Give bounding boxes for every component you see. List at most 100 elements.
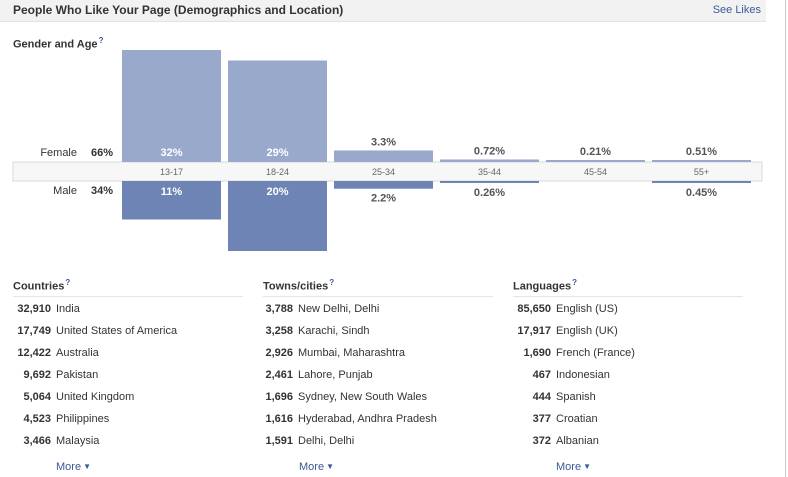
item-count: 1,591	[265, 435, 293, 447]
male-total: 34%	[91, 185, 113, 197]
item-name: Croatian	[556, 413, 598, 425]
item-count: 2,461	[265, 369, 293, 381]
gender-age-chart: Female 66% Male 34% 13-17 18-24 25-34 35-44 45…	[12, 50, 763, 251]
female-label-55+: 0.51%	[686, 146, 717, 158]
list-item: 5,064 United Kingdom	[13, 388, 243, 410]
male-bar-35-44	[440, 181, 539, 183]
female-row-label: Female	[40, 147, 77, 159]
item-count: 17,917	[517, 325, 551, 337]
cities-more-label: More	[299, 461, 325, 473]
item-name: Karachi, Sindh	[298, 325, 370, 337]
item-name: Hyderabad, Andhra Pradesh	[298, 413, 437, 425]
item-count: 377	[532, 413, 551, 425]
female-row-labels: Female 66%	[40, 147, 113, 159]
item-name: English (US)	[556, 303, 618, 315]
age-tick-45-54: 45-54	[584, 167, 607, 177]
gender-age-help-icon[interactable]: ?	[98, 36, 104, 45]
list-item: 1,616 Hyderabad, Andhra Pradesh	[263, 410, 493, 432]
countries-divider	[13, 296, 243, 297]
languages-list: 85,650 English (US) 17,917 English (UK) 1,69…	[513, 300, 743, 454]
item-count: 32,910	[17, 303, 51, 315]
item-count: 17,749	[17, 325, 51, 337]
list-item: 3,788 New Delhi, Delhi	[263, 300, 493, 322]
item-count: 1,696	[265, 391, 293, 403]
cities-title: Towns/cities?	[263, 278, 334, 293]
panel-title: People Who Like Your Page (Demographics …	[13, 3, 344, 17]
item-count: 444	[532, 391, 551, 403]
countries-help-icon[interactable]: ?	[65, 278, 71, 287]
item-name: French (France)	[556, 347, 635, 359]
item-count: 12,422	[17, 347, 51, 359]
female-bar-25-34	[334, 150, 433, 162]
cities-help-icon[interactable]: ?	[329, 278, 335, 287]
item-name: Australia	[56, 347, 99, 359]
item-count: 1,690	[523, 347, 551, 359]
countries-more-button[interactable]: More ▼	[56, 461, 91, 473]
countries-more-label: More	[56, 461, 82, 473]
item-name: English (UK)	[556, 325, 618, 337]
list-item: 1,690 French (France)	[513, 344, 743, 366]
item-name: New Delhi, Delhi	[298, 303, 380, 315]
languages-help-icon[interactable]: ?	[572, 278, 577, 287]
age-tick-35-44: 35-44	[478, 167, 501, 177]
chart-bars	[122, 50, 751, 251]
female-label-45-54: 0.21%	[580, 146, 611, 158]
male-bar-55+	[652, 181, 751, 183]
male-bar-18-24	[228, 181, 327, 251]
cities-divider	[263, 296, 493, 297]
female-label-35-44: 0.72%	[474, 145, 505, 157]
female-label-18-24: 29%	[266, 147, 288, 159]
item-count: 4,523	[23, 413, 51, 425]
languages-divider	[513, 296, 743, 297]
item-name: Pakistan	[56, 369, 99, 381]
item-name: India	[56, 303, 80, 315]
item-count: 3,788	[265, 303, 293, 315]
female-bar-13-17	[122, 50, 221, 162]
list-item: 32,910 India	[13, 300, 243, 322]
gender-age-title: Gender and Age?	[13, 36, 103, 51]
item-name: Sydney, New South Wales	[298, 391, 428, 403]
list-item: 17,749 United States of America	[13, 322, 243, 344]
male-label-55+: 0.45%	[686, 187, 717, 199]
item-name: Philippines	[56, 413, 110, 425]
item-count: 9,692	[23, 369, 51, 381]
cities-title-text: Towns/cities	[263, 280, 329, 293]
see-likes-link[interactable]: See Likes	[712, 4, 761, 16]
male-label-18-24: 20%	[266, 186, 288, 198]
item-count: 1,616	[265, 413, 293, 425]
female-bar-45-54	[546, 160, 645, 162]
age-tick-13-17: 13-17	[160, 167, 183, 177]
countries-title-text: Countries	[13, 280, 65, 293]
list-item: 1,591 Delhi, Delhi	[263, 432, 493, 454]
item-count: 85,650	[517, 303, 551, 315]
male-label-13-17: 11%	[161, 186, 183, 198]
gender-age-title-text: Gender and Age	[13, 38, 98, 51]
languages-more-button[interactable]: More ▼	[556, 461, 591, 473]
list-item: 377 Croatian	[513, 410, 743, 432]
item-count: 3,466	[23, 435, 51, 447]
item-name: Lahore, Punjab	[298, 369, 373, 381]
panel-header: People Who Like Your Page (Demographics …	[0, 0, 766, 22]
item-name: Indonesian	[556, 369, 610, 381]
female-label-25-34: 3.3%	[371, 136, 396, 148]
chevron-down-icon: ▼	[83, 462, 91, 471]
item-name: Mumbai, Maharashtra	[298, 347, 405, 359]
male-bar-25-34	[334, 181, 433, 189]
chart-data-labels: 32% 11% 29% 20% 3.3% 2.2% 0.72% 0.26% 0.21% 0.51%…	[160, 136, 717, 204]
male-label-35-44: 0.26%	[474, 187, 505, 199]
age-tick-labels: 13-17 18-24 25-34 35-44 45-54 55+	[160, 167, 709, 177]
chevron-down-icon: ▼	[583, 462, 591, 471]
age-tick-18-24: 18-24	[266, 167, 289, 177]
male-row-labels: Male 34%	[53, 185, 113, 197]
languages-title-text: Languages	[513, 280, 572, 293]
list-item: 9,692 Pakistan	[13, 366, 243, 388]
list-item: 2,461 Lahore, Punjab	[263, 366, 493, 388]
cities-more-button[interactable]: More ▼	[299, 461, 334, 473]
cities-list: 3,788 New Delhi, Delhi 3,258 Karachi, Sindh…	[263, 300, 493, 454]
item-count: 467	[532, 369, 551, 381]
list-item: 372 Albanian	[513, 432, 743, 454]
male-row-label: Male	[53, 185, 77, 197]
item-name: Delhi, Delhi	[298, 435, 355, 447]
list-item: 85,650 English (US)	[513, 300, 743, 322]
item-count: 2,926	[265, 347, 293, 359]
